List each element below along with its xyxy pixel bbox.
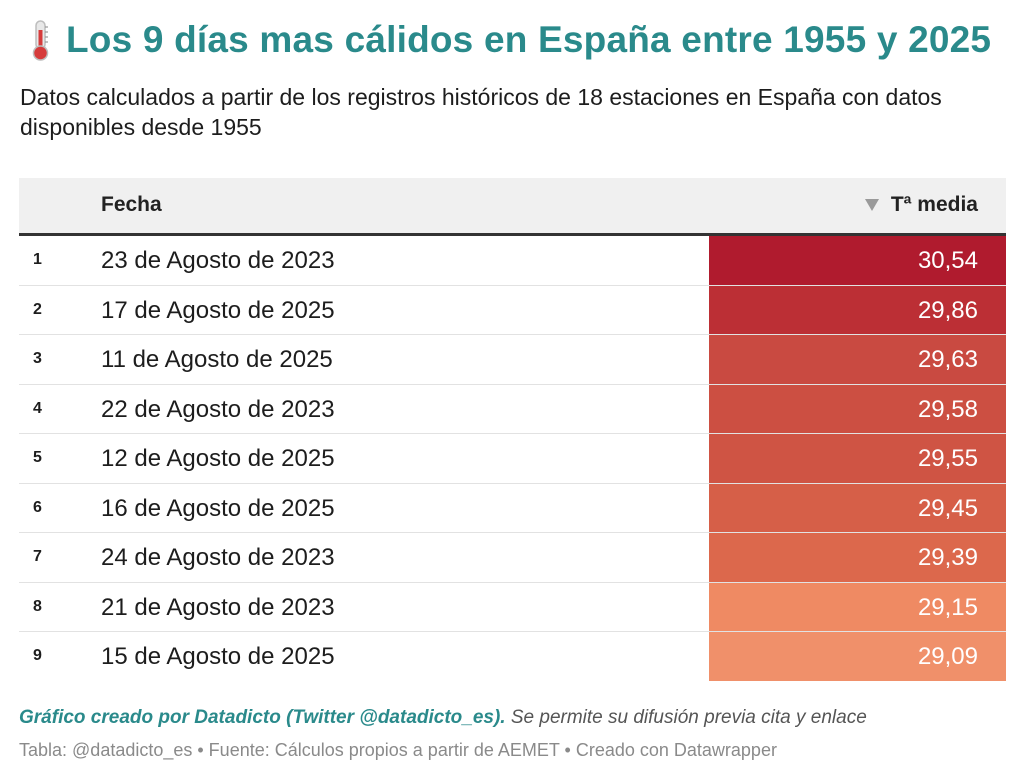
table-row: 5 12 de Agosto de 2025 29,55 xyxy=(19,434,1006,484)
credit-author: Gráfico creado por Datadicto (Twitter @d… xyxy=(19,707,506,728)
row-rank: 4 xyxy=(33,399,42,417)
thermometer-icon xyxy=(32,20,49,61)
row-rank: 6 xyxy=(33,498,42,516)
credit-line: Gráfico creado por Datadicto (Twitter @d… xyxy=(19,707,867,729)
temperature-cell: 29,58 xyxy=(709,384,1006,433)
row-date: 23 de Agosto de 2023 xyxy=(101,247,335,274)
sort-descending-icon xyxy=(864,199,879,211)
table-header: Fecha Tª media xyxy=(19,178,1006,236)
row-date: 22 de Agosto de 2023 xyxy=(101,395,335,423)
table-row: 1 23 de Agosto de 2023 30,54 xyxy=(19,236,1006,286)
temperature-cell: 29,45 xyxy=(709,483,1006,532)
row-date: 11 de Agosto de 2025 xyxy=(101,346,333,373)
row-rank: 8 xyxy=(33,597,42,615)
temperature-value: 29,39 xyxy=(917,544,978,571)
column-header-fecha[interactable]: Fecha xyxy=(101,193,162,216)
temperature-value: 29,15 xyxy=(917,593,978,621)
temperature-value: 29,58 xyxy=(917,395,978,423)
row-rank: 9 xyxy=(33,647,42,664)
table-body: 1 23 de Agosto de 2023 30,54 2 17 de Agosto … xyxy=(19,236,1006,681)
source-line: Tabla: @datadicto_es • Fuente: Cálculos … xyxy=(19,740,777,760)
temperature-value: 29,45 xyxy=(917,494,978,522)
row-rank: 3 xyxy=(33,350,42,367)
temperature-value: 30,54 xyxy=(917,247,978,274)
row-date: 16 de Agosto de 2025 xyxy=(101,494,335,522)
temperature-value: 29,86 xyxy=(917,296,978,324)
table-row: 4 22 de Agosto de 2023 29,58 xyxy=(19,384,1006,434)
row-rank: 2 xyxy=(33,300,42,318)
temperature-value: 29,09 xyxy=(917,643,978,670)
temperature-value: 29,63 xyxy=(917,346,978,373)
row-rank: 5 xyxy=(33,449,42,466)
table-row: 9 15 de Agosto de 2025 29,09 xyxy=(19,632,1006,681)
credit-note: Se permite su difusión previa cita y enl… xyxy=(505,707,867,728)
table-row: 6 16 de Agosto de 2025 29,45 xyxy=(19,483,1006,533)
temperature-cell: 29,55 xyxy=(709,434,1006,483)
temperature-cell: 29,63 xyxy=(709,335,1006,384)
temperature-cell: 30,54 xyxy=(709,236,1006,285)
table-row: 8 21 de Agosto de 2023 29,15 xyxy=(19,582,1006,632)
row-date: 12 de Agosto de 2025 xyxy=(101,445,335,472)
table-row: 7 24 de Agosto de 2023 29,39 xyxy=(19,533,1006,583)
temperature-cell: 29,86 xyxy=(709,285,1006,334)
row-rank: 7 xyxy=(33,548,42,565)
row-date: 24 de Agosto de 2023 xyxy=(101,544,335,571)
chart-subtitle: Datos calculados a partir de los registr… xyxy=(20,84,942,140)
temperature-cell: 29,39 xyxy=(709,533,1006,582)
data-table: Fecha Tª media 1 23 de Agosto de 2023 30,5… xyxy=(19,178,1006,681)
column-header-temperatura-label: Tª media xyxy=(890,193,978,216)
temperature-cell: 29,15 xyxy=(709,582,1006,631)
chart-title: Los 9 días mas cálidos en España entre 1… xyxy=(20,18,991,62)
chart-title-text: Los 9 días mas cálidos en España entre 1… xyxy=(66,19,992,60)
row-date: 15 de Agosto de 2025 xyxy=(101,643,335,670)
row-date: 17 de Agosto de 2025 xyxy=(101,296,335,324)
table-row: 2 17 de Agosto de 2025 29,86 xyxy=(19,285,1006,335)
column-header-temperatura[interactable]: Tª media xyxy=(864,193,978,217)
temperature-cell: 29,09 xyxy=(709,632,1006,681)
temperature-value: 29,55 xyxy=(917,445,978,472)
table-row: 3 11 de Agosto de 2025 29,63 xyxy=(19,335,1006,385)
row-date: 21 de Agosto de 2023 xyxy=(101,593,335,621)
row-rank: 1 xyxy=(33,251,42,268)
